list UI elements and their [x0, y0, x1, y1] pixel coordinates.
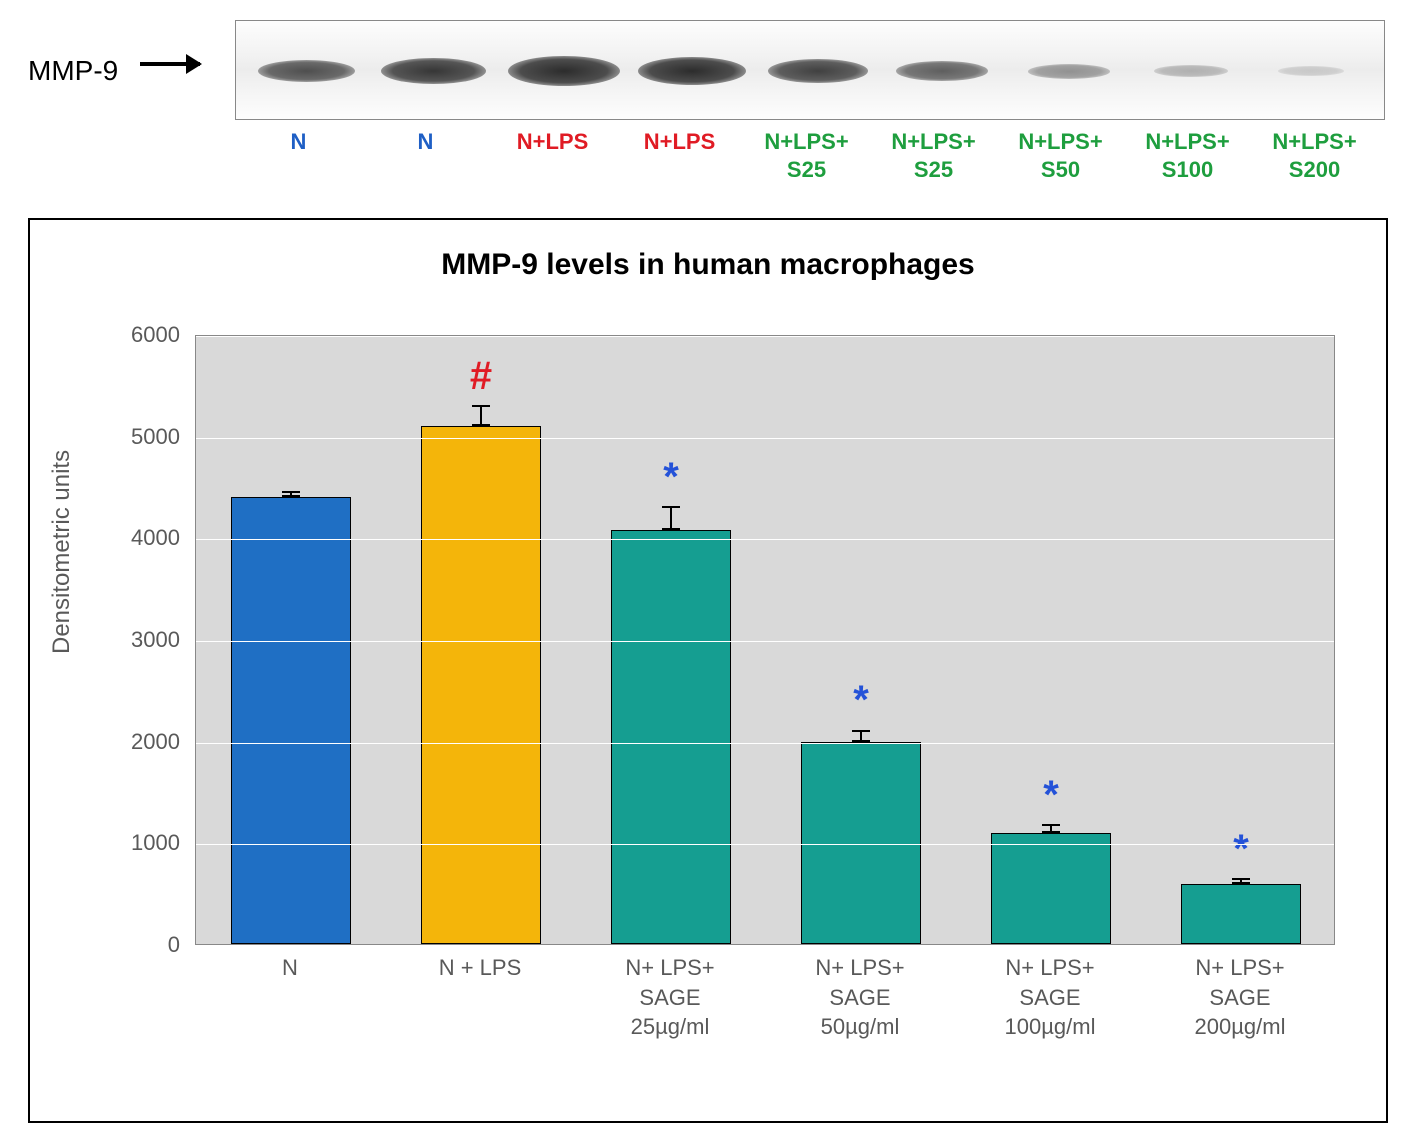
blot-band [896, 61, 988, 81]
error-bar [1232, 878, 1250, 884]
bar [421, 426, 541, 945]
bar [801, 742, 921, 944]
blot-band [1278, 66, 1344, 76]
error-bar [472, 405, 490, 425]
y-tick-label: 6000 [130, 322, 180, 348]
blot-band [1154, 65, 1228, 77]
lane-label: N+LPS+S25 [870, 128, 997, 183]
blot-band [508, 56, 620, 86]
y-tick-label: 0 [130, 932, 180, 958]
lane-label: N+LPS+S200 [1251, 128, 1378, 183]
x-tick-label: N+ LPS+SAGE200µg/ml [1160, 953, 1320, 1042]
x-tick-label: N+ LPS+SAGE100µg/ml [970, 953, 1130, 1042]
bar [611, 530, 731, 944]
grid-line [196, 336, 1334, 337]
lane-label: N+LPS [616, 128, 743, 183]
bar [231, 497, 351, 944]
bars-wrapper: #**** [196, 336, 1334, 944]
error-bar [852, 730, 870, 742]
lane-label: N+LPS+S100 [1124, 128, 1251, 183]
significance-marker: * [853, 678, 869, 723]
arrow-icon [140, 62, 200, 66]
lane-label: N+LPS [489, 128, 616, 183]
chart-title: MMP-9 levels in human macrophages [30, 248, 1386, 282]
mmp9-label: MMP-9 [28, 55, 118, 87]
grid-line [196, 539, 1334, 540]
bar-group: * [1181, 884, 1301, 944]
grid-line [196, 641, 1334, 642]
x-tick-label: N+ LPS+SAGE25µg/ml [590, 953, 750, 1042]
significance-marker: * [1233, 827, 1249, 872]
lane-label: N+LPS+S25 [743, 128, 870, 183]
bar-group: * [801, 742, 921, 944]
blot-band [381, 58, 486, 84]
bar-group: # [421, 426, 541, 945]
blot-band [258, 60, 355, 82]
western-blot-panel: MMP-9 NNN+LPSN+LPSN+LPS+S25N+LPS+S25N+LP… [20, 10, 1400, 180]
grid-line [196, 844, 1334, 845]
x-tick-label: N [210, 953, 370, 983]
y-tick-label: 1000 [130, 830, 180, 856]
bar-chart-container: MMP-9 levels in human macrophages Densit… [28, 218, 1388, 1123]
blot-band [768, 59, 868, 83]
lane-label: N+LPS+S50 [997, 128, 1124, 183]
y-tick-label: 5000 [130, 424, 180, 450]
bar-group: * [991, 833, 1111, 944]
lane-label: N [362, 128, 489, 183]
error-bar [662, 506, 680, 530]
significance-marker: * [1043, 773, 1059, 818]
grid-line [196, 946, 1334, 947]
blot-band [638, 57, 746, 85]
plot-area: #**** [195, 335, 1335, 945]
grid-line [196, 438, 1334, 439]
error-bar [1042, 824, 1060, 833]
bar-group: * [611, 530, 731, 944]
bar [991, 833, 1111, 944]
x-tick-label: N+ LPS+SAGE50µg/ml [780, 953, 940, 1042]
lane-label: N [235, 128, 362, 183]
y-axis-label: Densitometric units [48, 450, 76, 654]
error-bar [282, 491, 300, 497]
bar [1181, 884, 1301, 944]
y-tick-label: 4000 [130, 525, 180, 551]
blot-image [235, 20, 1385, 120]
x-tick-label: N + LPS [400, 953, 560, 983]
lane-labels: NNN+LPSN+LPSN+LPS+S25N+LPS+S25N+LPS+S50N… [235, 128, 1385, 183]
bar-group [231, 497, 351, 944]
grid-line [196, 743, 1334, 744]
significance-marker: * [663, 455, 679, 500]
y-tick-label: 3000 [130, 627, 180, 653]
significance-marker: # [470, 354, 492, 399]
blot-band [1028, 64, 1110, 79]
y-tick-label: 2000 [130, 729, 180, 755]
